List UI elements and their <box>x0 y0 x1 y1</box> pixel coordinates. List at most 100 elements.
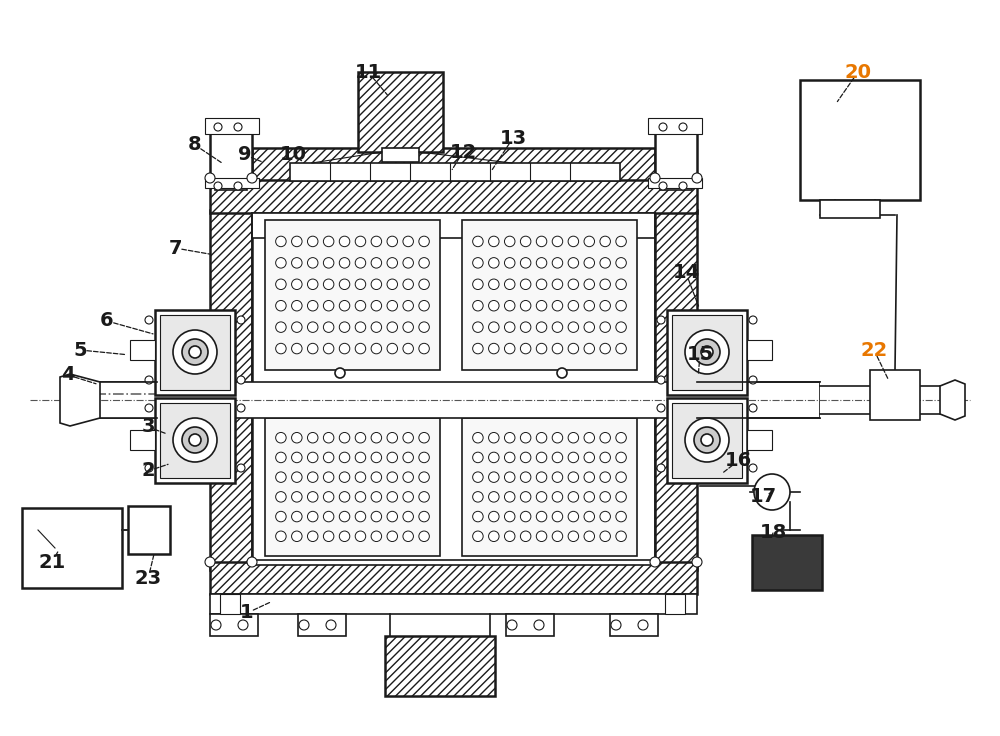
Circle shape <box>307 322 318 333</box>
Circle shape <box>568 279 579 289</box>
Circle shape <box>355 531 366 542</box>
Circle shape <box>584 472 595 482</box>
Circle shape <box>536 279 547 289</box>
Bar <box>130 430 155 450</box>
Bar <box>358 72 443 152</box>
Circle shape <box>339 236 350 247</box>
Circle shape <box>473 531 483 542</box>
Bar <box>130 340 155 360</box>
Circle shape <box>600 512 610 522</box>
Circle shape <box>339 343 350 354</box>
Circle shape <box>504 279 515 289</box>
Circle shape <box>600 300 610 311</box>
Circle shape <box>520 236 531 247</box>
Polygon shape <box>940 380 965 420</box>
Circle shape <box>657 464 665 472</box>
Bar <box>667 310 747 395</box>
Circle shape <box>489 322 499 333</box>
Bar <box>210 178 697 213</box>
Circle shape <box>584 279 595 289</box>
Circle shape <box>403 472 413 482</box>
Bar <box>506 614 554 636</box>
Text: 15: 15 <box>686 345 714 364</box>
Circle shape <box>371 531 382 542</box>
Circle shape <box>552 512 563 522</box>
Circle shape <box>419 512 429 522</box>
Circle shape <box>473 322 483 333</box>
Bar <box>800 80 920 200</box>
Circle shape <box>749 464 757 472</box>
Circle shape <box>276 433 286 443</box>
Circle shape <box>276 258 286 268</box>
Circle shape <box>403 452 413 463</box>
Circle shape <box>339 279 350 289</box>
Circle shape <box>616 472 626 482</box>
Bar <box>215 120 247 134</box>
Circle shape <box>419 300 429 311</box>
Circle shape <box>616 279 626 289</box>
Circle shape <box>307 472 318 482</box>
Circle shape <box>292 472 302 482</box>
Circle shape <box>520 258 531 268</box>
Circle shape <box>568 322 579 333</box>
Circle shape <box>600 452 610 463</box>
Circle shape <box>371 258 382 268</box>
Circle shape <box>419 258 429 268</box>
Circle shape <box>568 236 579 247</box>
Circle shape <box>520 472 531 482</box>
Circle shape <box>276 300 286 311</box>
Bar <box>655 210 697 570</box>
Circle shape <box>339 452 350 463</box>
Circle shape <box>568 452 579 463</box>
Circle shape <box>749 404 757 412</box>
Circle shape <box>504 512 515 522</box>
Circle shape <box>657 376 665 384</box>
Circle shape <box>584 258 595 268</box>
Circle shape <box>616 512 626 522</box>
Circle shape <box>339 472 350 482</box>
Circle shape <box>355 512 366 522</box>
Circle shape <box>489 300 499 311</box>
Bar <box>385 636 495 696</box>
Bar <box>462 418 637 556</box>
Circle shape <box>473 279 483 289</box>
Circle shape <box>552 343 563 354</box>
Circle shape <box>536 512 547 522</box>
Circle shape <box>600 236 610 247</box>
Circle shape <box>600 258 610 268</box>
Circle shape <box>403 279 413 289</box>
Text: 18: 18 <box>759 523 787 542</box>
Circle shape <box>692 557 702 567</box>
Circle shape <box>403 258 413 268</box>
Circle shape <box>307 258 318 268</box>
Text: 11: 11 <box>354 63 382 82</box>
Circle shape <box>611 620 621 630</box>
Circle shape <box>371 236 382 247</box>
Circle shape <box>584 343 595 354</box>
Circle shape <box>145 316 153 324</box>
Circle shape <box>339 492 350 502</box>
Circle shape <box>616 492 626 502</box>
Circle shape <box>145 404 153 412</box>
Circle shape <box>307 433 318 443</box>
Circle shape <box>419 322 429 333</box>
Circle shape <box>234 123 242 131</box>
Circle shape <box>419 492 429 502</box>
Circle shape <box>552 258 563 268</box>
Circle shape <box>355 492 366 502</box>
Circle shape <box>237 404 245 412</box>
Circle shape <box>292 279 302 289</box>
Bar <box>382 148 419 162</box>
Circle shape <box>371 512 382 522</box>
Circle shape <box>489 236 499 247</box>
Bar <box>290 163 620 181</box>
Bar <box>820 200 880 218</box>
Circle shape <box>489 258 499 268</box>
Circle shape <box>534 620 544 630</box>
Bar <box>462 220 637 370</box>
Circle shape <box>355 433 366 443</box>
Circle shape <box>473 452 483 463</box>
Circle shape <box>387 343 398 354</box>
Circle shape <box>536 236 547 247</box>
Text: 23: 23 <box>134 570 162 589</box>
